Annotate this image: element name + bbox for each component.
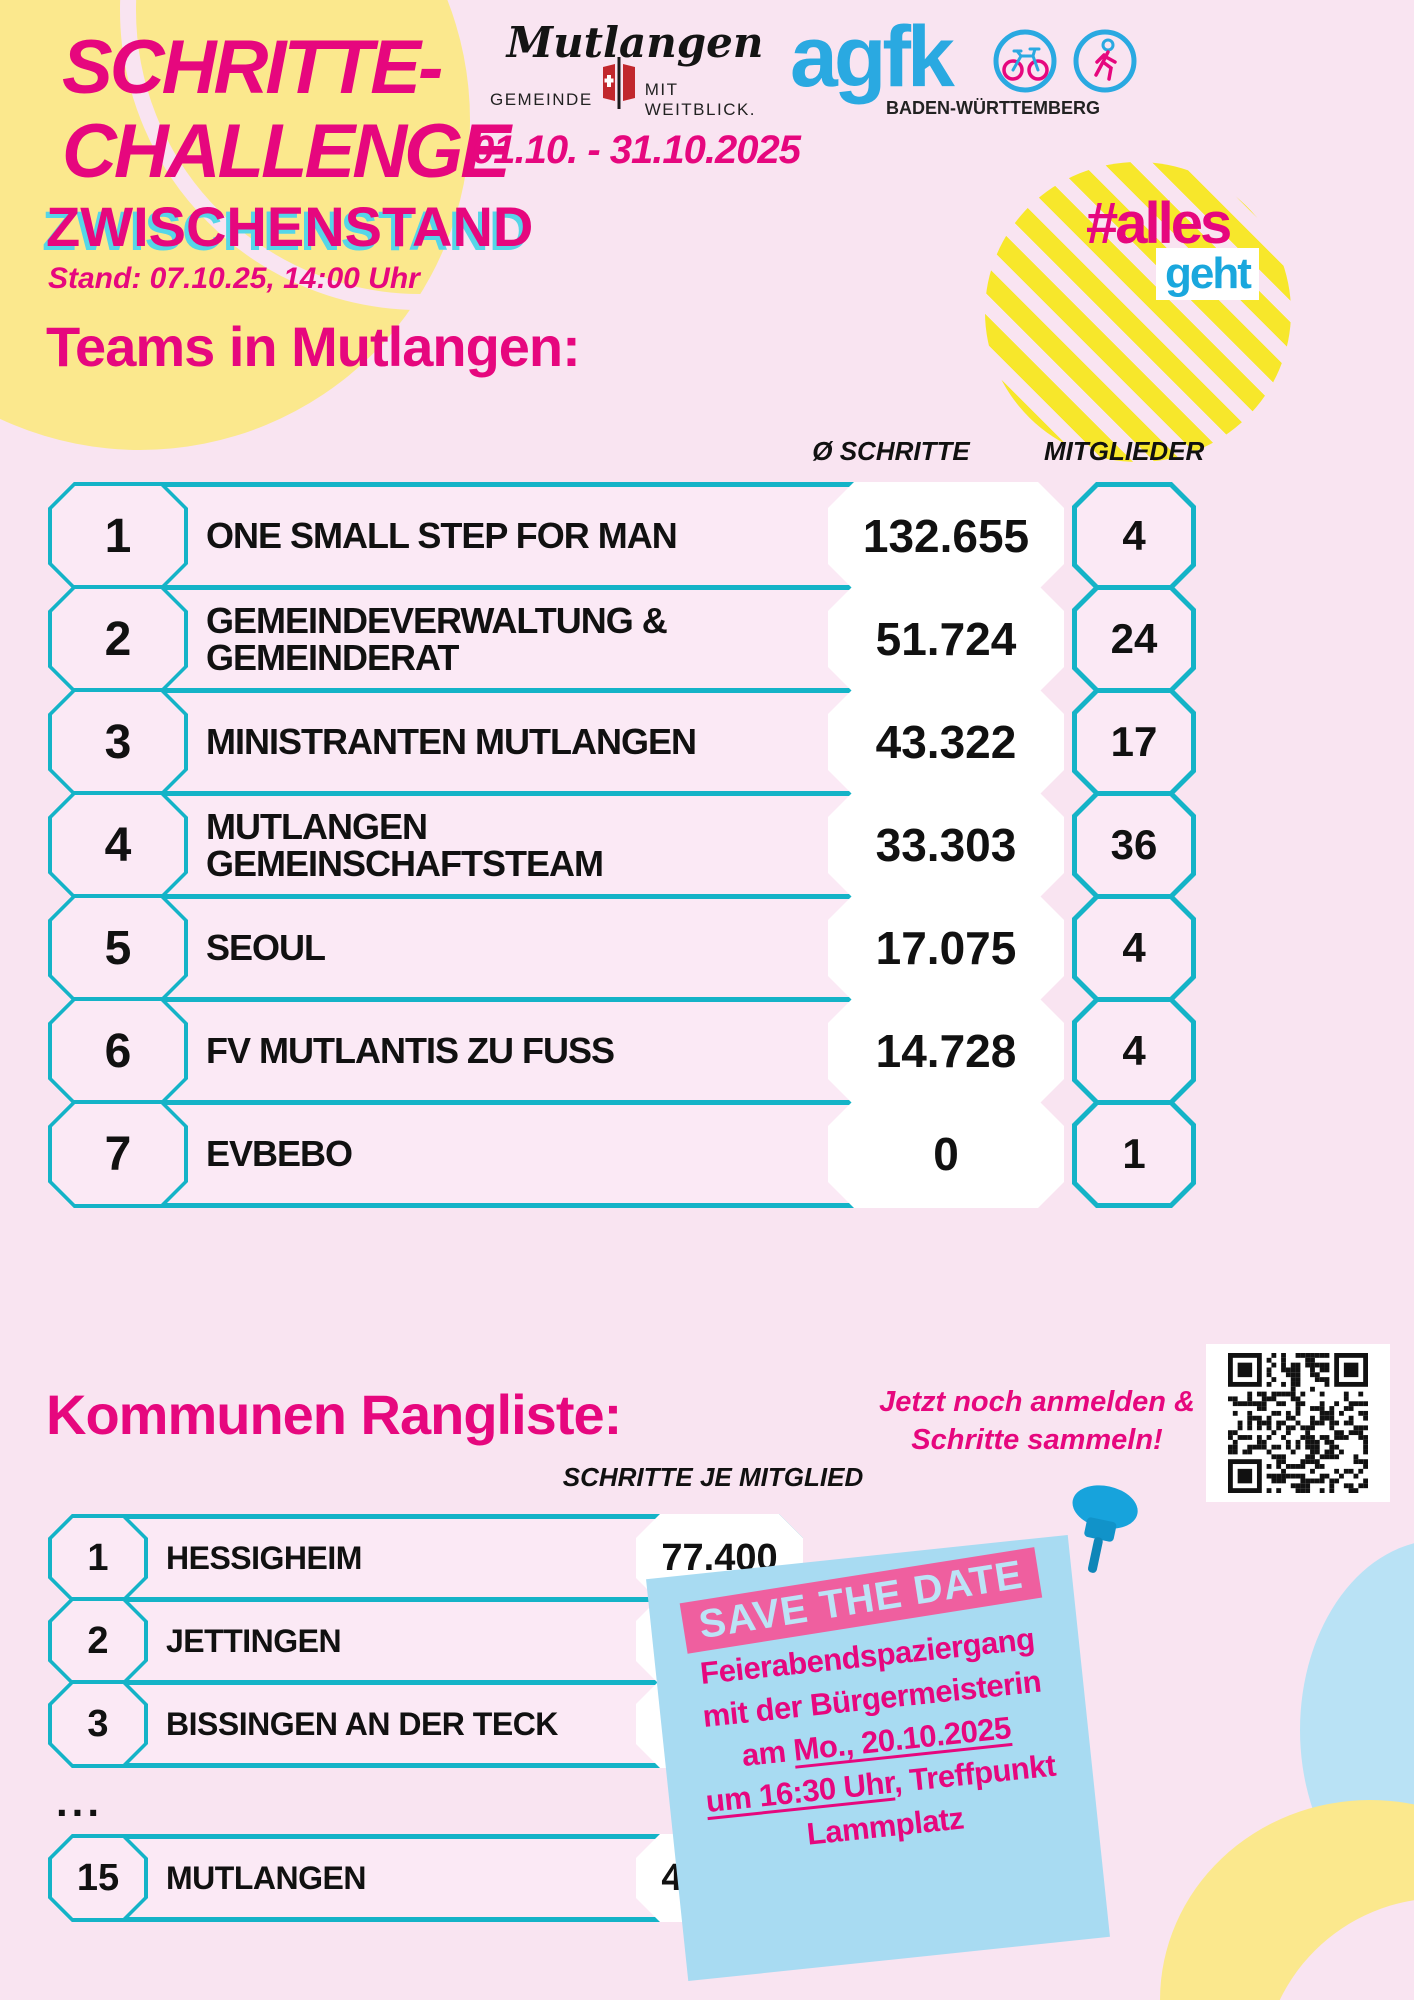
team-row: 3 MINISTRANTEN MUTLANGEN 43.322 17	[48, 688, 1198, 796]
kommune-rank-bg	[52, 1601, 144, 1681]
team-members-bg	[1077, 693, 1191, 791]
team-name: MUTLANGEN GEMEINSCHAFTSTEAM	[206, 805, 604, 884]
kommune-name: JETTINGEN	[166, 1622, 342, 1659]
team-members-bg	[1077, 899, 1191, 997]
team-rank-bg	[52, 589, 184, 689]
team-row: 2 GEMEINDEVERWALTUNG & GEMEINDERAT 51.72…	[48, 585, 1198, 693]
team-rank: 5	[104, 921, 132, 975]
mutlangen-logo-name: Mutlangen	[506, 18, 764, 67]
team-rank-bg	[52, 795, 184, 895]
kommune-rank: 3	[87, 1702, 109, 1745]
kommune-name: MUTLANGEN	[166, 1859, 366, 1896]
kommune-rank-bg	[52, 1684, 144, 1764]
mutlangen-logo-gemeinde: GEMEINDE	[490, 90, 593, 109]
ranking-ellipsis: ...	[56, 1778, 104, 1825]
hashtag-alles-text: #alles	[1086, 191, 1232, 256]
mutlangen-logo-weitblick: MIT WEITBLICK.	[644, 80, 757, 119]
team-steps-value: 0	[828, 1100, 1064, 1208]
team-rank-bg	[52, 486, 184, 586]
team-row: 6 FV MUTLANTIS ZU FUSS 14.728 4	[48, 997, 1198, 1105]
team-rank-bg	[52, 1104, 184, 1204]
team-steps-value: 17.075	[828, 894, 1064, 1002]
team-name: ONE SMALL STEP FOR MAN	[206, 515, 678, 557]
qr-code	[1206, 1344, 1390, 1502]
column-header-steps-per-member: SCHRITTE JE MITGLIED	[562, 1462, 864, 1492]
team-row: 4 MUTLANGEN GEMEINSCHAFTSTEAM 33.303 36	[48, 791, 1198, 899]
team-steps-value: 132.655	[828, 482, 1064, 590]
team-members-bg	[1077, 1002, 1191, 1100]
hashtag-geht-text: geht	[1156, 248, 1259, 300]
team-rank: 2	[104, 612, 132, 666]
kommune-name: BISSINGEN AN DER TECK	[166, 1705, 558, 1742]
kommune-rank: 1	[87, 1536, 109, 1579]
team-rank: 6	[104, 1024, 132, 1078]
team-members-value: 24	[1110, 615, 1158, 662]
team-rank-bg	[52, 898, 184, 998]
team-rank: 4	[104, 818, 132, 872]
team-name: FV MUTLANTIS ZU FUSS	[206, 1030, 615, 1072]
bicycle-icon	[992, 28, 1058, 94]
team-row: 1 ONE SMALL STEP FOR MAN 132.655 4	[48, 482, 1198, 590]
column-header-members: MITGLIEDER	[1044, 436, 1205, 466]
agfk-region-label: BADEN-WÜRTTEMBERG	[886, 98, 1100, 118]
team-members-value: 4	[1122, 512, 1146, 559]
team-members-value: 4	[1122, 1027, 1146, 1074]
team-members-bg	[1077, 487, 1191, 585]
kommune-rank: 15	[76, 1856, 120, 1899]
team-members-bg	[1077, 1105, 1191, 1203]
team-rank: 3	[104, 715, 132, 769]
team-steps-value: 43.322	[828, 688, 1064, 796]
column-header-steps: Ø SCHRITTE	[812, 436, 970, 466]
team-name: SEOUL	[206, 927, 326, 969]
team-steps-value: 51.724	[828, 585, 1064, 693]
team-name: EVBEBO	[206, 1133, 353, 1175]
team-members-value: 36	[1110, 821, 1158, 868]
team-rank-bg	[52, 692, 184, 792]
poster-title-line2: CHALLENGE	[62, 109, 511, 194]
qr-code-modules	[1228, 1353, 1368, 1493]
team-rank: 7	[104, 1127, 132, 1181]
teams-table: 1 ONE SMALL STEP FOR MAN 132.655 4 2 GEM…	[48, 482, 1198, 1208]
kommune-name: HESSIGHEIM	[166, 1539, 362, 1576]
team-members-bg	[1077, 796, 1191, 894]
pedestrian-icon	[1072, 28, 1138, 94]
kommune-rank: 2	[87, 1619, 109, 1662]
signup-cta-line2: Schritte sammeln!	[911, 1423, 1163, 1456]
teams-section-heading: Teams in Mutlangen:	[46, 315, 581, 378]
team-name: MINISTRANTEN MUTLANGEN	[206, 721, 697, 763]
kommunen-section-heading: Kommunen Rangliste:	[46, 1383, 622, 1446]
poster-title-line1: SCHRITTE-	[62, 25, 443, 110]
save-the-date-note: SAVE THE DATE Feierabendspaziergang mit …	[646, 1534, 1110, 1982]
push-pin-icon	[1047, 1478, 1158, 1595]
team-steps-value: 14.728	[828, 997, 1064, 1105]
team-members-value: 1	[1122, 1130, 1146, 1177]
team-steps-value: 33.303	[828, 791, 1064, 899]
kommune-rank-bg	[52, 1518, 144, 1598]
team-name: GEMEINDEVERWALTUNG & GEMEINDERAT	[206, 599, 668, 678]
signup-cta: Jetzt noch anmelden & Schritte sammeln!	[872, 1384, 1202, 1459]
team-row: 7 EVBEBO 0 1	[48, 1100, 1198, 1208]
mutlangen-crest-icon	[601, 56, 637, 114]
team-rank-bg	[52, 1001, 184, 1101]
zwischenstand-heading: ZWISCHENSTAND	[46, 195, 534, 258]
signup-cta-line1: Jetzt noch anmelden &	[879, 1386, 1195, 1418]
team-members-value: 17	[1110, 718, 1158, 765]
save-the-date-text: Feierabendspaziergang mit der Bürgermeis…	[654, 1614, 1098, 1871]
note-line3-prefix: am	[740, 1732, 796, 1773]
agfk-logo-text: agfk	[790, 9, 955, 105]
mutlangen-logo-subline: GEMEINDE MIT WEITBLICK.	[490, 56, 782, 120]
team-members-value: 4	[1122, 924, 1146, 971]
challenge-date-range: 01.10. - 31.10.2025	[472, 128, 801, 172]
yellow-striped-circle	[985, 162, 1291, 462]
team-row: 5 SEOUL 17.075 4	[48, 894, 1198, 1002]
team-members-bg	[1077, 590, 1191, 688]
push-pin-stem	[1087, 1536, 1104, 1574]
stand-timestamp: Stand: 07.10.25, 14:00 Uhr	[48, 262, 420, 295]
kommune-rank-bg	[52, 1838, 144, 1918]
team-rank: 1	[104, 509, 132, 563]
